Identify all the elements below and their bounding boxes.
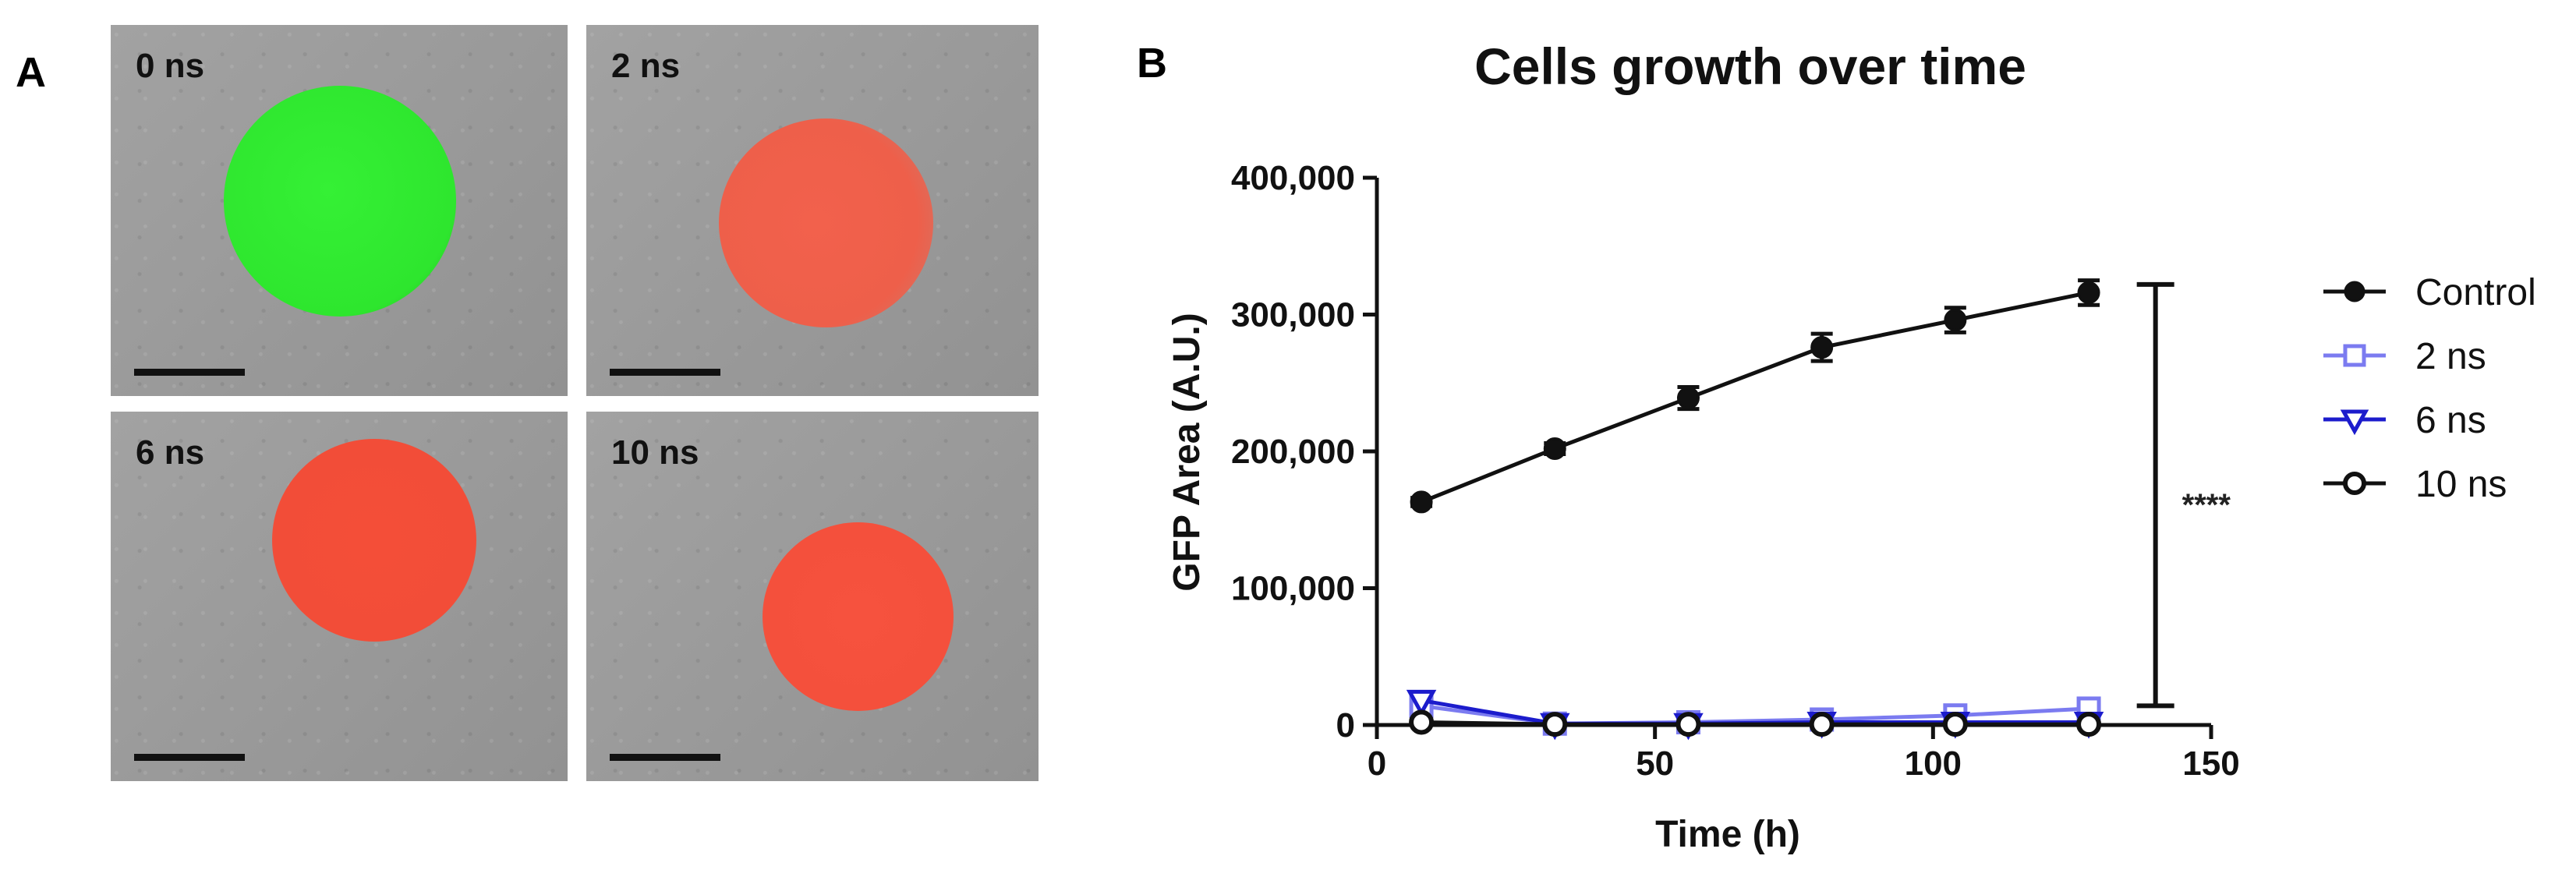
data-point [1409, 709, 1435, 735]
legend-marker [2344, 281, 2365, 302]
y-axis-label: GFP Area (A.U.) [1166, 313, 1208, 591]
micrograph-2ns: 2 ns [586, 25, 1039, 396]
data-point [1944, 309, 1967, 332]
micrograph-0ns: 0 ns [111, 25, 568, 396]
spheroid-10ns [763, 522, 954, 711]
legend-label: 10 ns [2415, 464, 2507, 505]
legend-marker [2343, 472, 2366, 495]
legend-marker [2343, 344, 2366, 367]
image-label-6ns: 6 ns [136, 433, 205, 472]
scale-bar-6ns [134, 754, 245, 761]
chart-title: Cells growth over time [1474, 37, 2026, 95]
scale-bar-10ns [610, 754, 720, 761]
legend-label: 6 ns [2415, 400, 2486, 441]
image-label-2ns: 2 ns [611, 47, 681, 85]
data-point [1406, 689, 1437, 717]
data-point [2076, 712, 2102, 737]
data-point [1810, 336, 1834, 359]
data-point [2077, 281, 2100, 304]
data-point [1542, 712, 1568, 737]
panel-b-letter: B [1137, 40, 1167, 87]
legend-label: 2 ns [2415, 336, 2486, 377]
legend-entry-control: Control [2323, 272, 2536, 313]
series-10-ns [1409, 709, 2102, 737]
x-tick-label: 150 [2182, 744, 2239, 783]
x-tick-label: 0 [1368, 744, 1386, 783]
panel-a-letter: A [16, 49, 46, 96]
data-point [1676, 387, 1700, 410]
legend-label: Control [2415, 272, 2536, 313]
scale-bar-0ns [134, 369, 245, 376]
x-tick-label: 100 [1905, 744, 1962, 783]
y-tick-label: 300,000 [1231, 296, 1355, 334]
y-tick-label: 400,000 [1231, 159, 1355, 197]
y-tick-label: 100,000 [1231, 570, 1355, 608]
spheroid-2ns [719, 118, 933, 327]
data-point [1942, 712, 1968, 737]
legend-entry-6-ns: 6 ns [2323, 400, 2486, 441]
data-point [1543, 437, 1566, 460]
data-point [1675, 712, 1701, 737]
spheroid-6ns [272, 439, 476, 642]
image-label-0ns: 0 ns [136, 47, 205, 85]
legend-entry-2-ns: 2 ns [2323, 336, 2486, 377]
significance-label: **** [2182, 488, 2231, 522]
y-tick-label: 0 [1336, 706, 1355, 744]
image-label-10ns: 10 ns [611, 433, 699, 472]
spheroid-0ns [224, 86, 456, 317]
series-line [1421, 720, 2089, 727]
micrograph-6ns: 6 ns [111, 412, 568, 781]
series-line [1421, 290, 2089, 504]
data-point [1809, 712, 1835, 737]
legend-entry-10-ns: 10 ns [2323, 464, 2507, 505]
scale-bar-2ns [610, 369, 720, 376]
data-point [1410, 490, 1433, 514]
series-control [1410, 278, 2100, 514]
micrograph-10ns: 10 ns [586, 412, 1039, 781]
x-axis-label: Time (h) [1655, 814, 1800, 855]
legend-marker [2340, 409, 2369, 436]
y-tick-label: 200,000 [1231, 433, 1355, 471]
x-tick-label: 50 [1636, 744, 1674, 783]
